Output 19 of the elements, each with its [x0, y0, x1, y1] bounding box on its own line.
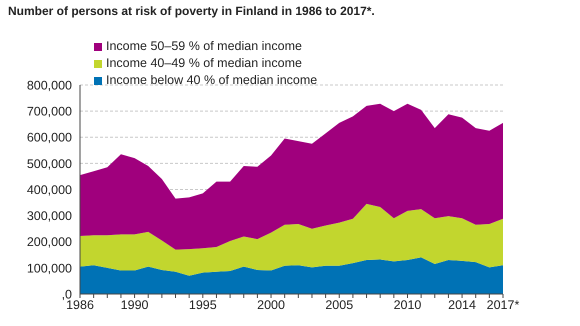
legend-label: Income 40–49 % of median income	[106, 55, 302, 72]
x-tick-label: 2014	[448, 298, 476, 312]
legend-label: Income 50–59 % of median income	[106, 38, 302, 55]
chart-title: Number of persons at risk of poverty in Finland in 1986 to 2017*.	[8, 4, 376, 20]
y-tick-label: 100,000	[26, 261, 72, 276]
legend-label: Income below 40 % of median income	[106, 72, 318, 89]
y-tick-label: 400,000	[26, 182, 72, 197]
x-tick-label: 1990	[120, 298, 149, 312]
y-tick-label: 700,000	[26, 104, 72, 119]
y-tick-label: 200,000	[26, 235, 72, 250]
x-tick-label: 1995	[188, 298, 217, 312]
y-tick-label: 300,000	[26, 209, 72, 224]
x-tick-label: 2005	[325, 298, 354, 312]
y-tick-label: 600,000	[26, 130, 72, 145]
x-tick-label: 2017*	[486, 298, 520, 312]
y-tick-label: 500,000	[26, 156, 72, 171]
x-tick-label: 2010	[394, 298, 422, 312]
y-tick-label: 800,000	[26, 78, 72, 92]
x-tick-label: 2000	[257, 298, 285, 312]
